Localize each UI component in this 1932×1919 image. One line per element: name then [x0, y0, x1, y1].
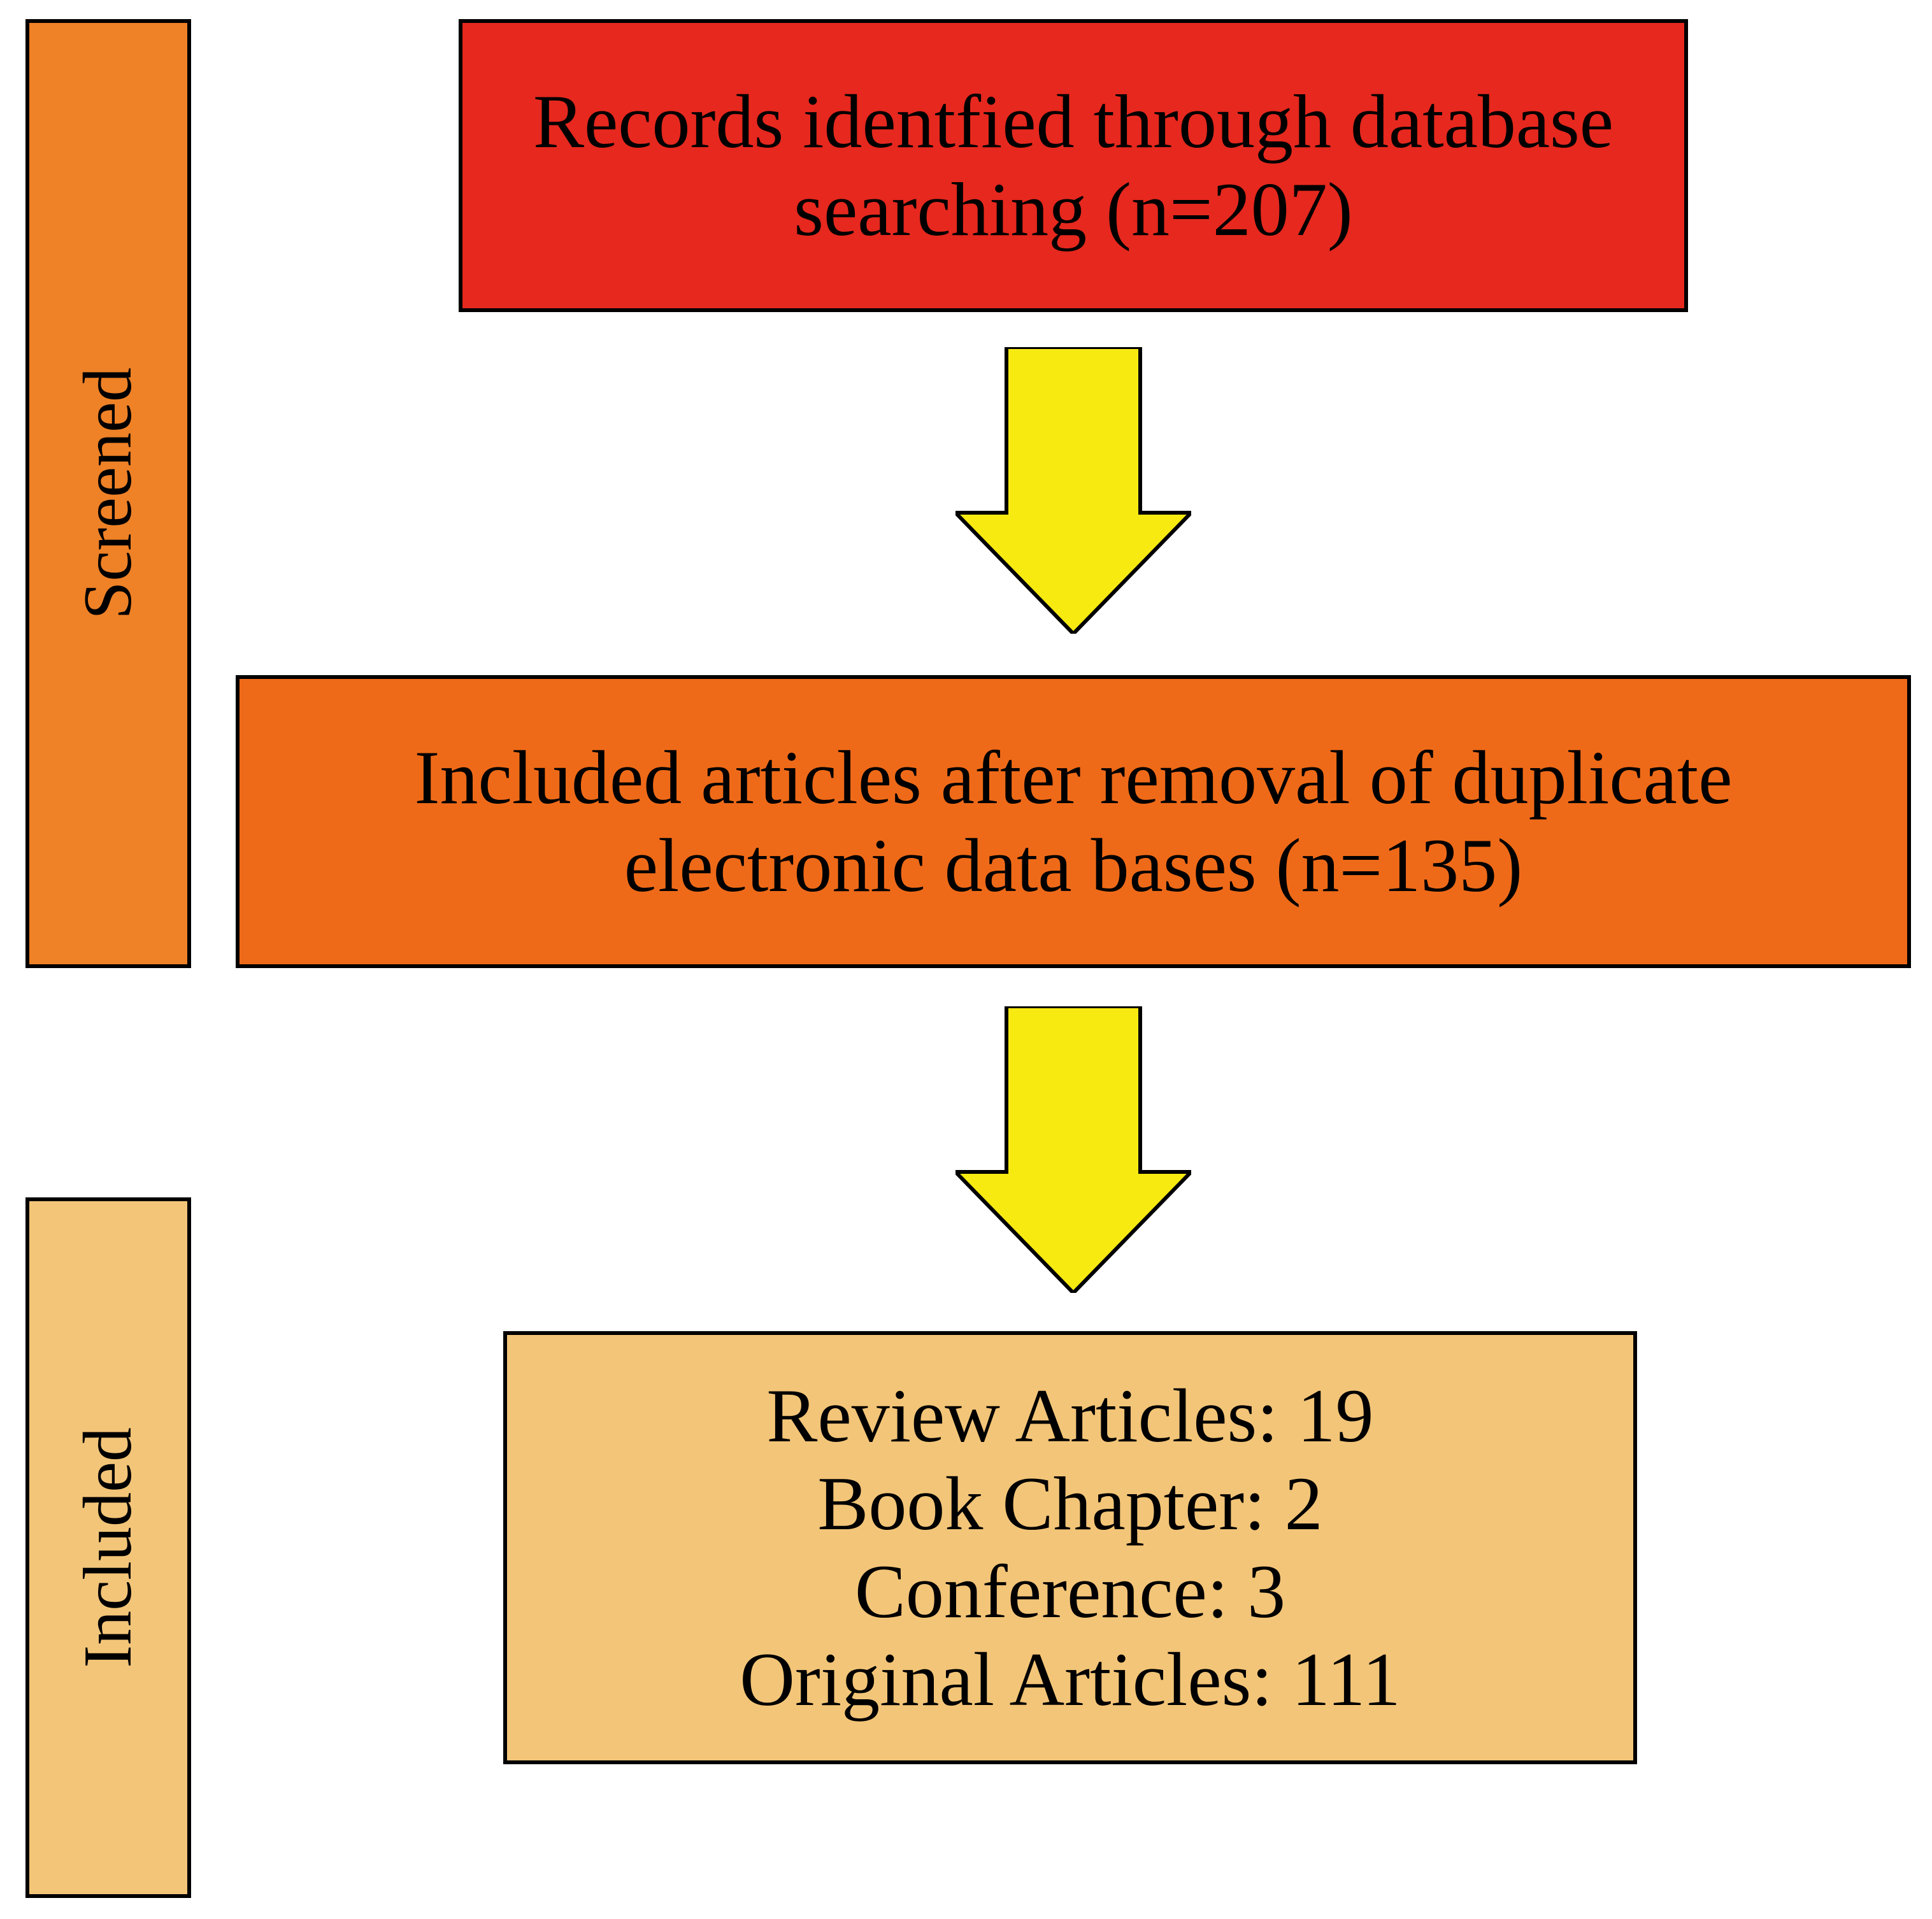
flow-arrow-dedup-to-breakdown	[955, 1006, 1191, 1293]
flowchart-canvas: Screened Included Records identfied thro…	[0, 0, 1932, 1919]
flow-node-breakdown: Review Articles: 19 Book Chapter: 2 Conf…	[503, 1331, 1637, 1764]
flow-node-breakdown-lines: Review Articles: 19 Book Chapter: 2 Conf…	[740, 1372, 1401, 1723]
phase-label-included-text: Included	[69, 1427, 148, 1668]
breakdown-line-book: Book Chapter: 2	[817, 1460, 1322, 1548]
breakdown-line-original: Original Articles: 111	[740, 1636, 1401, 1723]
flow-node-after-dedup: Included articles after removal of dupli…	[236, 675, 1911, 968]
flow-arrow-records-to-dedup	[955, 347, 1191, 634]
flow-node-after-dedup-text: Included articles after removal of dupli…	[265, 734, 1882, 910]
flow-node-records-identified-text: Records identfied through database searc…	[488, 78, 1659, 253]
breakdown-line-conference: Conference: 3	[855, 1548, 1285, 1636]
phase-label-screened: Screened	[25, 19, 191, 968]
flow-node-records-identified: Records identfied through database searc…	[459, 19, 1688, 312]
phase-label-included: Included	[25, 1197, 191, 1898]
breakdown-line-review: Review Articles: 19	[766, 1372, 1373, 1460]
phase-label-screened-text: Screened	[69, 367, 148, 620]
